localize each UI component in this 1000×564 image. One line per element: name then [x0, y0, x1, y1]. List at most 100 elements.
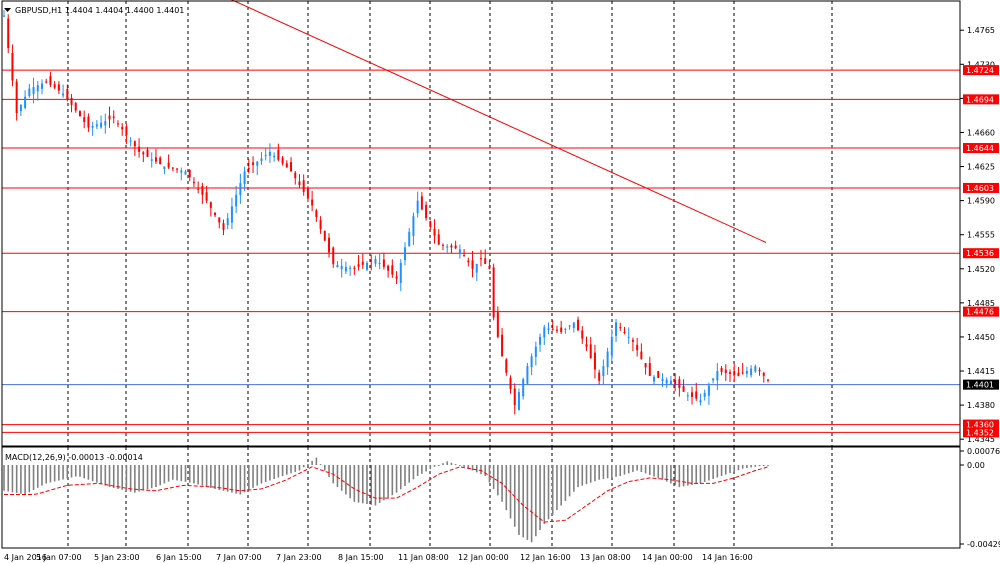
macd-bar — [674, 464, 676, 486]
macd-bar — [273, 464, 275, 479]
candle-body — [450, 245, 453, 248]
candle-body — [78, 111, 81, 117]
candle-body — [57, 84, 60, 91]
macd-bar — [70, 464, 73, 478]
candle-body — [332, 247, 335, 264]
candle-body — [116, 123, 119, 125]
candle-body — [479, 258, 482, 260]
macd-bar — [446, 461, 449, 465]
macd-bar — [665, 464, 668, 482]
candle-body — [433, 228, 436, 236]
macd-bar — [492, 464, 495, 489]
candle-body — [674, 380, 677, 385]
macd-bar — [573, 464, 575, 492]
candle-body — [70, 97, 73, 105]
macd-bar — [589, 464, 592, 483]
candle-body — [188, 169, 191, 178]
macd-bar — [623, 464, 626, 475]
candle-body — [399, 262, 402, 283]
macd-bar — [49, 464, 52, 483]
level-price-tag — [963, 427, 999, 438]
macd-bar — [370, 464, 373, 505]
candle-body — [239, 183, 242, 196]
level-price-tag — [963, 419, 999, 430]
macd-bar — [712, 464, 714, 479]
candle-body — [517, 392, 520, 410]
y-tick-label: 1.4520 — [967, 265, 995, 274]
macd-bar — [480, 464, 482, 475]
candle-body — [547, 328, 550, 331]
candle-body — [425, 204, 428, 219]
macd-bar — [197, 464, 199, 485]
candle-body — [256, 161, 259, 166]
candle-body — [762, 372, 765, 376]
macd-bar — [222, 464, 225, 491]
macd-bar — [159, 464, 161, 486]
macd-frame — [1, 446, 961, 549]
candle-body — [509, 377, 512, 389]
macd-bar — [657, 464, 660, 478]
candle-body — [290, 162, 293, 172]
macd-bar — [108, 464, 111, 488]
macd-bar — [323, 464, 326, 471]
candle-body — [458, 249, 461, 255]
candle-body — [306, 187, 309, 199]
candle-body — [530, 356, 533, 368]
macd-bar — [433, 464, 436, 467]
candle-body — [750, 368, 753, 376]
macd-bar — [243, 464, 246, 493]
candle-body — [230, 206, 233, 223]
macd-bar — [302, 464, 305, 468]
macd-bar — [720, 464, 723, 477]
macd-bar — [366, 464, 368, 505]
candle-body — [3, 15, 5, 17]
macd-bar — [205, 464, 208, 487]
macd-y-tick-label: 0.00 — [967, 461, 985, 470]
macd-bar — [682, 464, 685, 487]
candle-body — [619, 327, 622, 329]
candle-body — [176, 168, 179, 170]
macd-bar — [454, 464, 457, 466]
candle-body — [593, 352, 596, 370]
macd-y-tick-label: 0.00076 — [967, 447, 1000, 456]
macd-bar — [551, 464, 554, 515]
candle-body — [403, 247, 406, 261]
candle-body — [391, 265, 394, 275]
macd-bar — [104, 464, 107, 486]
macd-bar — [167, 464, 170, 482]
macd-bar — [252, 464, 254, 488]
candle-body — [623, 331, 626, 333]
x-tick-label: 12 Jan 00:00 — [458, 553, 509, 562]
candle-body — [112, 116, 115, 118]
candle-body — [209, 202, 212, 208]
candle-body — [606, 351, 609, 368]
candle-body — [492, 267, 495, 318]
macd-bar — [374, 464, 377, 506]
candle-body — [522, 379, 525, 397]
candle-body — [226, 218, 229, 226]
macd-bar — [708, 464, 710, 481]
macd-bar — [201, 464, 204, 486]
candle-body — [648, 363, 651, 376]
macd-bar — [210, 464, 212, 488]
candle-body — [264, 155, 267, 157]
macd-bar — [425, 464, 427, 472]
candle-body — [454, 245, 457, 249]
level-price-tag — [963, 65, 999, 76]
candle-body — [184, 171, 187, 175]
dropdown-triangle-icon[interactable] — [4, 8, 11, 12]
moving-average-line — [231, 0, 767, 243]
current-price-tag — [963, 379, 999, 390]
candle-body — [36, 85, 39, 92]
candle-body — [32, 86, 35, 94]
macd-bar — [459, 464, 461, 466]
candle-body — [539, 336, 542, 345]
macd-bar — [670, 464, 672, 484]
level-price-label: 1.4603 — [966, 184, 994, 193]
x-tick-label: 14 Jan 16:00 — [702, 553, 753, 562]
macd-bar — [188, 464, 191, 483]
macd-bar — [20, 464, 22, 494]
candle-body — [319, 220, 322, 229]
macd-bar — [3, 464, 5, 491]
candle-body — [488, 266, 491, 269]
